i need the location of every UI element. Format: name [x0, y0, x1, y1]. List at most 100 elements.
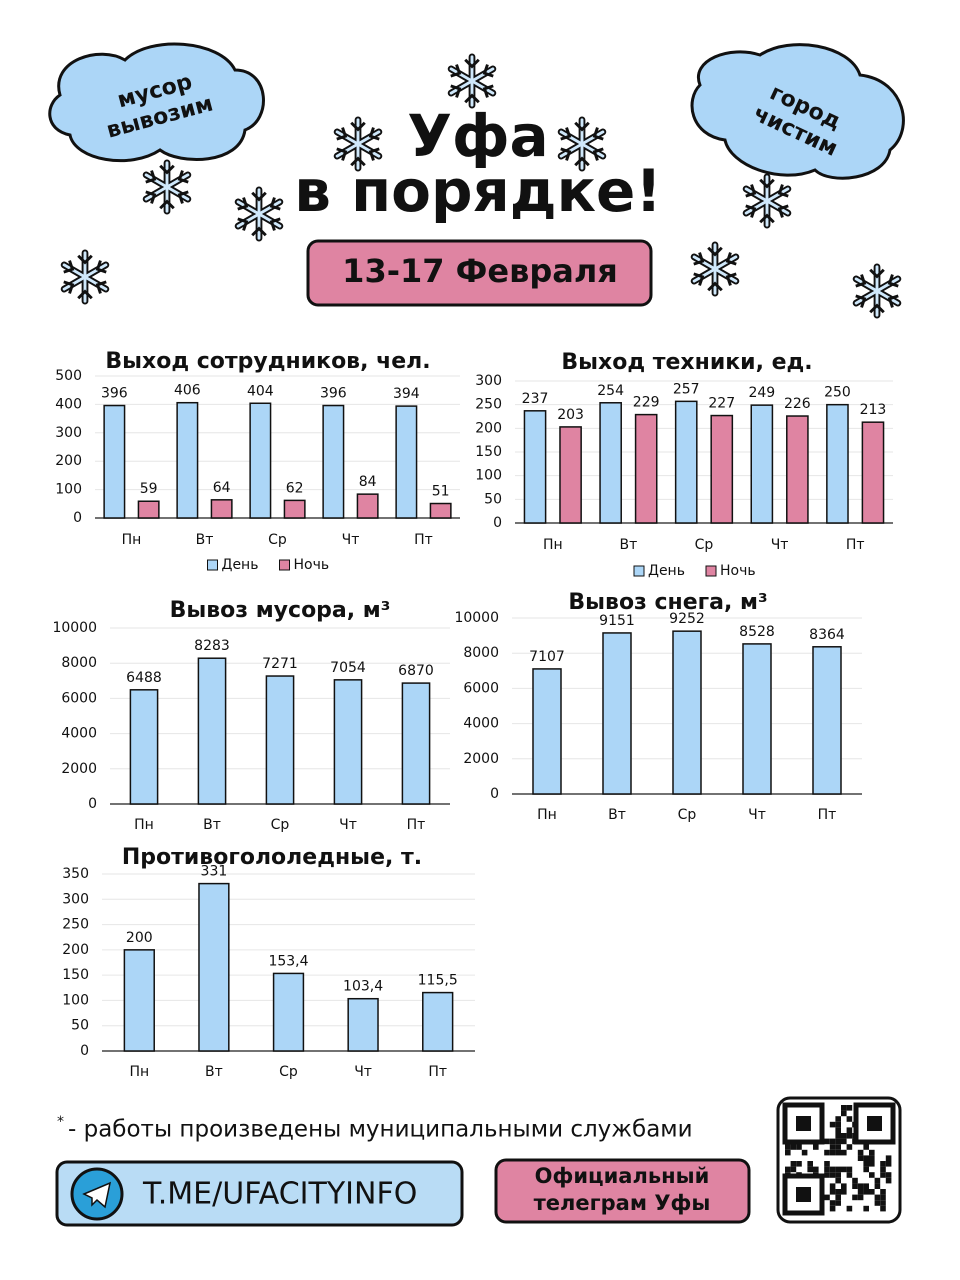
date-box — [306, 239, 653, 307]
legend-label: Ночь — [720, 563, 756, 579]
y-tick-label: 150 — [62, 967, 89, 983]
qr-cell — [829, 1189, 836, 1195]
qr-cell — [841, 1183, 847, 1189]
qr-finder — [867, 1116, 882, 1131]
qr-cell — [885, 1177, 892, 1184]
qr-cell — [835, 1149, 841, 1156]
bar — [198, 882, 230, 1052]
bar — [602, 632, 632, 795]
y-tick-label: 150 — [475, 444, 502, 460]
bar — [347, 997, 379, 1052]
qr-cell — [846, 1105, 853, 1111]
data-label: 331 — [201, 864, 228, 880]
bar — [786, 415, 809, 524]
dates: 13-17 Февраля — [342, 252, 618, 290]
y-tick-label: 0 — [80, 1043, 89, 1059]
data-label: 250 — [824, 385, 851, 401]
x-tick-label: Вт — [620, 537, 638, 553]
qr-cell — [863, 1189, 869, 1195]
y-tick-label: 350 — [62, 866, 89, 882]
x-tick-label: Пт — [407, 817, 426, 833]
qr-cell — [835, 1138, 841, 1145]
data-label: 226 — [784, 396, 811, 412]
x-tick-label: Чт — [339, 817, 357, 833]
qr-cell — [841, 1105, 847, 1111]
data-label: 254 — [597, 383, 624, 399]
y-tick-label: 0 — [490, 786, 499, 802]
qr-cell — [807, 1161, 813, 1167]
data-label: 406 — [174, 383, 201, 399]
legend-label: День — [222, 557, 259, 573]
data-label: 8528 — [739, 624, 775, 640]
data-label: 7107 — [529, 649, 565, 665]
qr-cell — [841, 1138, 847, 1145]
qr-cell — [835, 1172, 841, 1178]
qr-cell — [829, 1205, 836, 1212]
bar — [210, 499, 233, 519]
qr-cell — [835, 1116, 841, 1122]
y-tick-label: 4000 — [463, 716, 499, 732]
qr-cell — [824, 1194, 830, 1201]
data-label: 103,4 — [343, 979, 383, 995]
data-label: 8364 — [809, 627, 845, 643]
x-tick-label: Пт — [414, 532, 433, 548]
chart-title: Противогололедные, т. — [122, 845, 422, 870]
qr-cell — [874, 1194, 881, 1201]
x-tick-label: Ср — [279, 1064, 298, 1080]
x-tick-label: Вт — [608, 807, 626, 823]
data-label: 200 — [126, 930, 153, 946]
qr-cell — [813, 1166, 819, 1173]
data-label: 394 — [393, 386, 420, 402]
bar — [429, 502, 452, 519]
qr-cell — [852, 1183, 858, 1189]
data-label: 404 — [247, 383, 274, 399]
data-label: 6488 — [126, 670, 162, 686]
y-tick-label: 50 — [484, 491, 502, 507]
qr-cell — [829, 1121, 836, 1128]
qr-cell — [829, 1172, 836, 1178]
qr-cell — [835, 1194, 841, 1201]
qr-cell — [829, 1166, 836, 1173]
x-tick-label: Чт — [354, 1064, 372, 1080]
qr-cell — [852, 1194, 858, 1201]
qr-cell — [829, 1183, 836, 1189]
qr-cell — [841, 1166, 847, 1173]
qr-finder — [853, 1102, 896, 1145]
y-tick-label: 400 — [55, 396, 82, 412]
qr-cell — [869, 1149, 875, 1156]
y-tick-label: 500 — [55, 368, 82, 384]
qr-cell — [790, 1166, 797, 1173]
bar — [599, 402, 622, 524]
official: Официальный — [535, 1164, 710, 1188]
data-label: 396 — [101, 386, 128, 402]
qr-cell — [863, 1205, 869, 1212]
qr-cell — [880, 1189, 886, 1195]
link[interactable]: T.ME/UFACITYINFO — [142, 1177, 417, 1212]
qr-cell — [846, 1116, 853, 1122]
y-tick-label: 300 — [55, 425, 82, 441]
x-tick-label: Чт — [748, 807, 766, 823]
qr-cell — [790, 1144, 797, 1150]
qr-cell — [846, 1166, 853, 1173]
qr-cell — [835, 1127, 841, 1133]
bar — [265, 675, 295, 805]
qr-cell — [841, 1189, 847, 1195]
link-box[interactable] — [55, 1160, 464, 1227]
data-label: 213 — [860, 402, 887, 418]
qr-cell — [824, 1166, 830, 1173]
qr-cell — [880, 1205, 886, 1212]
qr-cell — [880, 1161, 886, 1167]
bar — [523, 410, 547, 524]
x-tick-label: Пн — [543, 537, 563, 553]
y-tick-label: 200 — [475, 420, 502, 436]
y-tick-label: 4000 — [61, 726, 97, 742]
telegram-plane — [82, 1181, 112, 1209]
y-tick-label: 200 — [62, 942, 89, 958]
qr-cell — [785, 1149, 791, 1156]
qr-cell — [824, 1149, 830, 1156]
qr-cell — [874, 1200, 881, 1206]
x-tick-label: Пт — [818, 807, 837, 823]
data-label: 62 — [286, 480, 304, 496]
qr-cell — [829, 1144, 836, 1150]
